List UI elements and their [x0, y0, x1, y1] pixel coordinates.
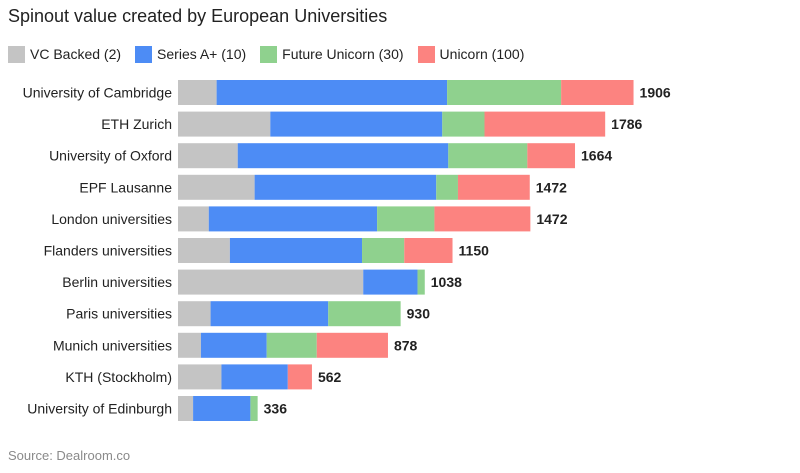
category-label-kth-stockholm: KTH (Stockholm)	[65, 369, 172, 385]
bar-university-of-cambridge-unicorn[interactable]	[561, 80, 634, 105]
total-label-kth-stockholm: 562	[318, 369, 342, 385]
legend-swatch-future-unicorn	[260, 45, 278, 63]
legend-label-series-a: Series A+ (10)	[157, 46, 247, 62]
bar-epf-lausanne-future-unicorn[interactable]	[436, 174, 458, 200]
bar-flanders-universities-vc-backed[interactable]	[178, 238, 230, 263]
category-label-munich-universities: Munich universities	[53, 337, 172, 353]
bar-flanders-universities-series-a[interactable]	[229, 238, 363, 263]
bar-university-of-oxford-unicorn[interactable]	[527, 143, 576, 169]
source-note: Source: Dealroom.co	[8, 448, 131, 463]
legend-item-unicorn[interactable]: Unicorn (100)	[417, 45, 525, 63]
bar-london-universities-vc-backed[interactable]	[178, 206, 209, 232]
legend-swatch-series-a	[135, 45, 153, 63]
legend-item-vc-backed[interactable]: VC Backed (2)	[8, 45, 122, 63]
bar-university-of-cambridge-future-unicorn[interactable]	[447, 80, 562, 105]
total-label-university-of-cambridge: 1906	[640, 85, 671, 101]
category-label-university-of-edinburgh: University of Edinburgh	[27, 401, 172, 417]
bar-eth-zurich-series-a[interactable]	[270, 111, 443, 137]
bar-paris-universities-vc-backed[interactable]	[178, 301, 211, 327]
total-label-epf-lausanne: 1472	[536, 179, 567, 195]
bar-berlin-universities-series-a[interactable]	[363, 269, 418, 295]
category-label-london-universities: London universities	[51, 211, 172, 227]
bar-university-of-oxford-vc-backed[interactable]	[178, 143, 238, 169]
bar-eth-zurich-future-unicorn[interactable]	[442, 111, 485, 137]
bar-university-of-cambridge-series-a[interactable]	[216, 80, 448, 105]
category-label-university-of-oxford: University of Oxford	[49, 148, 172, 164]
bar-kth-stockholm-unicorn[interactable]	[287, 364, 312, 390]
bar-munich-universities-future-unicorn[interactable]	[266, 332, 317, 358]
total-label-eth-zurich: 1786	[611, 116, 642, 132]
total-label-university-of-edinburgh: 336	[264, 401, 288, 417]
bar-munich-universities-vc-backed[interactable]	[178, 332, 201, 358]
category-label-flanders-universities: Flanders universities	[44, 243, 172, 259]
bar-paris-universities-series-a[interactable]	[210, 301, 329, 327]
category-label-epf-lausanne: EPF Lausanne	[79, 179, 172, 195]
bar-university-of-oxford-future-unicorn[interactable]	[448, 143, 528, 169]
bar-university-of-cambridge-vc-backed[interactable]	[178, 80, 217, 105]
bar-epf-lausanne-unicorn[interactable]	[457, 174, 530, 200]
category-label-university-of-cambridge: University of Cambridge	[23, 85, 173, 101]
legend-swatch-vc-backed	[8, 45, 25, 63]
bar-berlin-universities-vc-backed[interactable]	[178, 269, 364, 295]
bar-university-of-oxford-series-a[interactable]	[237, 143, 449, 169]
bar-kth-stockholm-series-a[interactable]	[221, 364, 288, 390]
bar-berlin-universities-future-unicorn[interactable]	[417, 269, 425, 295]
bar-london-universities-future-unicorn[interactable]	[377, 206, 435, 232]
legend-item-future-unicorn[interactable]: Future Unicorn (30)	[260, 45, 404, 63]
legend-label-future-unicorn: Future Unicorn (30)	[282, 46, 404, 62]
total-label-london-universities: 1472	[536, 211, 567, 227]
bar-flanders-universities-future-unicorn[interactable]	[362, 238, 405, 263]
chart-title: Spinout value created by European Univer…	[8, 6, 388, 26]
category-label-paris-universities: Paris universities	[66, 306, 172, 322]
bar-london-universities-unicorn[interactable]	[434, 206, 531, 232]
bar-london-universities-series-a[interactable]	[208, 206, 378, 232]
legend-label-unicorn: Unicorn (100)	[439, 46, 525, 62]
bar-munich-universities-series-a[interactable]	[200, 332, 267, 358]
total-label-berlin-universities: 1038	[431, 274, 462, 290]
bar-epf-lausanne-vc-backed[interactable]	[178, 174, 255, 200]
bar-flanders-universities-unicorn[interactable]	[404, 238, 453, 263]
bar-university-of-edinburgh-future-unicorn[interactable]	[250, 396, 258, 421]
total-label-paris-universities: 930	[407, 306, 431, 322]
legend: VC Backed (2) Series A+ (10) Future Unic…	[8, 44, 538, 64]
bar-kth-stockholm-vc-backed[interactable]	[178, 364, 222, 390]
bar-epf-lausanne-series-a[interactable]	[254, 174, 437, 200]
bar-eth-zurich-unicorn[interactable]	[484, 111, 606, 137]
bar-paris-universities-future-unicorn[interactable]	[328, 301, 401, 327]
bar-university-of-edinburgh-vc-backed[interactable]	[178, 396, 194, 421]
bar-university-of-edinburgh-series-a[interactable]	[193, 396, 251, 421]
legend-item-series-a[interactable]: Series A+ (10)	[135, 45, 247, 63]
bar-eth-zurich-vc-backed[interactable]	[178, 111, 271, 137]
total-label-university-of-oxford: 1664	[581, 148, 612, 164]
category-label-eth-zurich: ETH Zurich	[101, 116, 172, 132]
total-label-flanders-universities: 1150	[459, 243, 490, 259]
legend-swatch-unicorn	[417, 45, 435, 63]
total-label-munich-universities: 878	[394, 337, 418, 353]
legend-label-vc-backed: VC Backed (2)	[30, 46, 122, 62]
category-label-berlin-universities: Berlin universities	[62, 274, 172, 290]
bar-munich-universities-unicorn[interactable]	[316, 332, 388, 358]
